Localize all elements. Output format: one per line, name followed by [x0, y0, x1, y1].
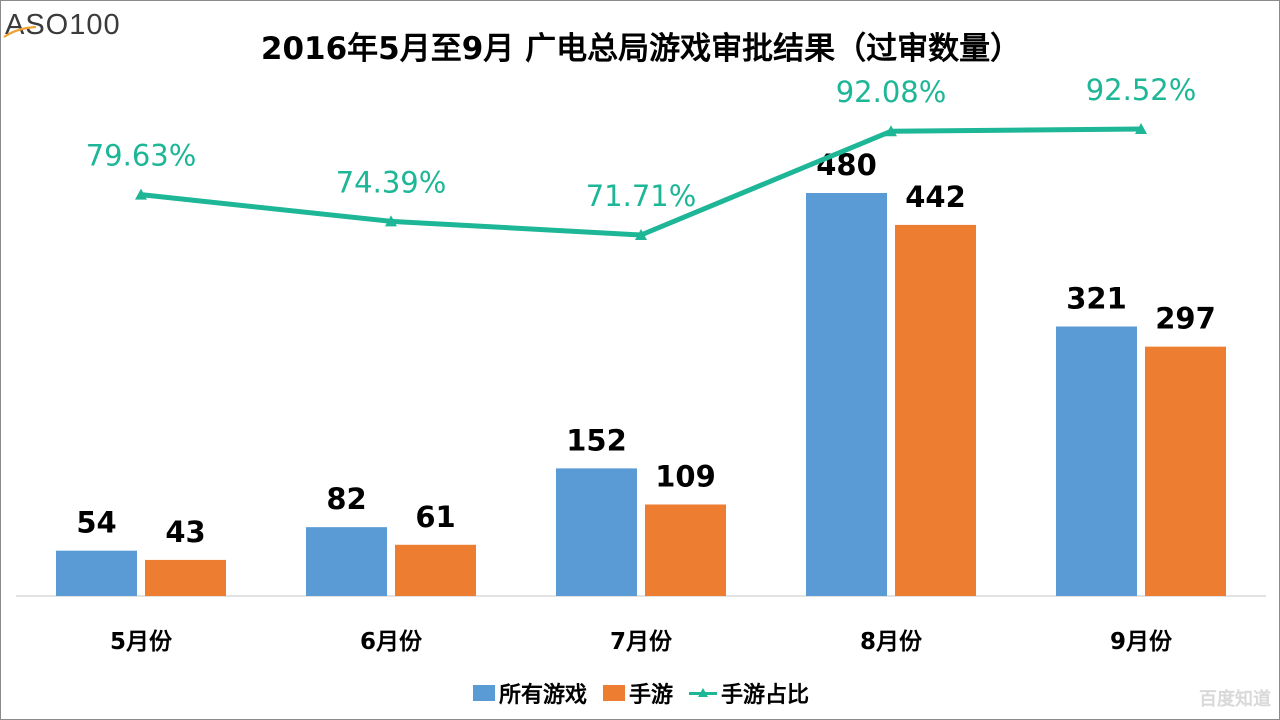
x-tick-label: 5月份 [110, 629, 173, 655]
data-label-mobile-share: 74.39% [336, 165, 447, 199]
x-tick-label: 9月份 [1110, 629, 1173, 655]
x-tick-label: 8月份 [860, 629, 923, 655]
data-label-all-games: 321 [1066, 281, 1127, 315]
data-label-all-games: 480 [816, 148, 877, 182]
legend-swatch-mobile-games [602, 685, 625, 701]
data-label-mobile-games: 61 [415, 500, 455, 534]
legend-label-mobile-games: 手游 [628, 683, 673, 708]
watermark: 百度知道 [1199, 689, 1271, 710]
bar-all-games [806, 193, 887, 596]
legend-label-mobile-share: 手游占比 [721, 683, 810, 708]
data-label-mobile-share: 92.52% [1086, 73, 1197, 107]
legend-label-all-games: 所有游戏 [498, 683, 587, 708]
data-label-mobile-share: 71.71% [586, 179, 697, 213]
chart-legend: 所有游戏 手游 手游占比 [1, 677, 1280, 709]
bar-mobile-games [645, 504, 726, 596]
data-label-all-games: 82 [326, 482, 366, 516]
bar-mobile-games [395, 544, 476, 596]
legend-swatch-all-games [472, 685, 495, 701]
data-label-mobile-games: 43 [165, 515, 205, 549]
point-mobile-share [635, 229, 647, 240]
bar-all-games [1056, 326, 1137, 596]
legend-swatch-mobile-share [689, 685, 717, 701]
x-tick-label: 6月份 [360, 629, 423, 655]
point-mobile-share [135, 188, 147, 200]
legend-item-all-games: 所有游戏 [472, 677, 587, 709]
data-label-mobile-games: 109 [655, 459, 716, 493]
logo-text: ASO100 [5, 9, 121, 41]
bar-mobile-games [1145, 346, 1226, 596]
data-label-all-games: 152 [566, 423, 627, 457]
x-tick-label: 7月份 [610, 629, 673, 655]
bar-mobile-games [895, 224, 976, 596]
data-label-mobile-games: 442 [905, 180, 966, 214]
data-label-mobile-share: 92.08% [836, 75, 947, 109]
point-mobile-share [1135, 123, 1147, 134]
bar-all-games [56, 550, 137, 596]
legend-item-mobile-games: 手游 [602, 677, 673, 709]
bar-mobile-games [145, 559, 226, 596]
point-mobile-share [885, 125, 897, 137]
logo-swoosh-icon [3, 26, 37, 38]
aso100-logo: ASO100 [5, 9, 121, 42]
data-label-mobile-share: 79.63% [86, 139, 197, 173]
bar-all-games [306, 527, 387, 596]
chart-title: 2016年5月至9月 广电总局游戏审批结果（过审数量） [260, 31, 1022, 67]
point-mobile-share [385, 215, 397, 227]
bar-all-games [556, 468, 637, 596]
legend-item-mobile-share: 手游占比 [689, 677, 809, 709]
data-label-mobile-games: 297 [1155, 302, 1216, 336]
data-label-all-games: 54 [76, 506, 116, 540]
